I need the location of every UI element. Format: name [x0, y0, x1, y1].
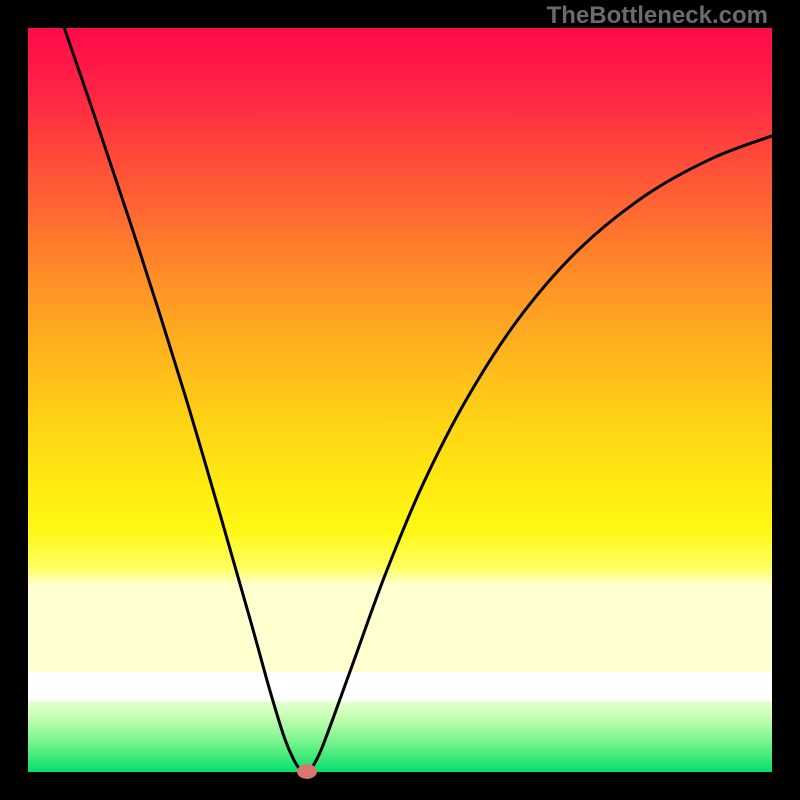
optimum-marker [297, 764, 317, 779]
bottleneck-curve [28, 28, 772, 772]
watermark-label: TheBottleneck.com [547, 2, 768, 30]
chart-frame: TheBottleneck.com [0, 0, 800, 800]
